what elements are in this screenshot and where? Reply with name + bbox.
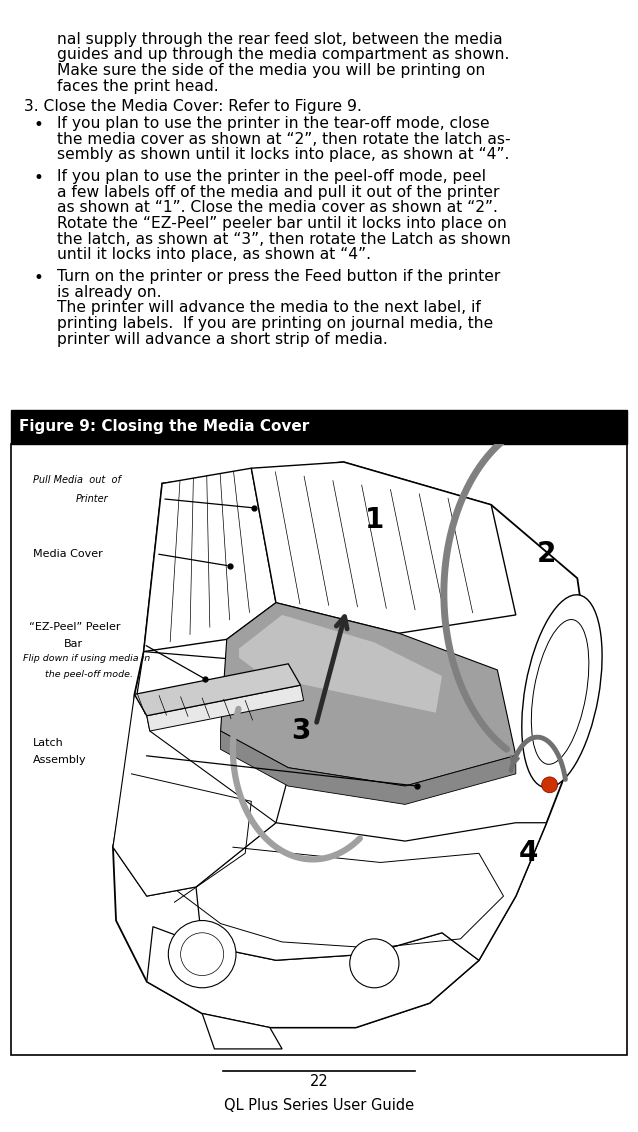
- Text: faces the print head.: faces the print head.: [57, 78, 219, 94]
- Text: Pull Media  out  of: Pull Media out of: [33, 475, 121, 486]
- Text: 22: 22: [309, 1074, 329, 1089]
- Bar: [11, 444, 627, 1055]
- Text: Printer: Printer: [76, 494, 108, 504]
- Text: Latch: Latch: [33, 738, 64, 748]
- Polygon shape: [144, 469, 276, 652]
- Text: the media cover as shown at “2”, then rotate the latch as-: the media cover as shown at “2”, then ro…: [57, 131, 511, 147]
- Text: 4: 4: [519, 839, 538, 867]
- Polygon shape: [251, 462, 516, 633]
- Text: 1: 1: [365, 506, 384, 534]
- Text: Assembly: Assembly: [33, 755, 87, 765]
- Text: If you plan to use the printer in the peel-off mode, peel: If you plan to use the printer in the pe…: [57, 169, 486, 185]
- Text: Bar: Bar: [64, 640, 83, 650]
- Text: Rotate the “EZ-Peel” peeler bar until it locks into place on: Rotate the “EZ-Peel” peeler bar until it…: [57, 216, 507, 231]
- Text: the peel-off mode.: the peel-off mode.: [45, 670, 133, 679]
- Polygon shape: [221, 602, 516, 786]
- Text: nal supply through the rear feed slot, between the media: nal supply through the rear feed slot, b…: [57, 32, 503, 46]
- Bar: [11, 410, 627, 444]
- Text: •: •: [33, 117, 43, 134]
- Text: printing labels.  If you are printing on journal media, the: printing labels. If you are printing on …: [57, 316, 494, 331]
- Text: printer will advance a short strip of media.: printer will advance a short strip of me…: [57, 332, 388, 346]
- Polygon shape: [113, 652, 300, 897]
- Polygon shape: [239, 615, 442, 713]
- Circle shape: [181, 933, 224, 976]
- Text: If you plan to use the printer in the tear-off mode, close: If you plan to use the printer in the te…: [57, 117, 490, 131]
- Circle shape: [542, 777, 558, 792]
- Text: guides and up through the media compartment as shown.: guides and up through the media compartm…: [57, 48, 510, 62]
- Polygon shape: [147, 685, 304, 731]
- Text: the latch, as shown at “3”, then rotate the Latch as shown: the latch, as shown at “3”, then rotate …: [57, 232, 511, 247]
- Circle shape: [350, 938, 399, 988]
- Polygon shape: [202, 1013, 282, 1049]
- Polygon shape: [196, 823, 547, 960]
- Ellipse shape: [522, 594, 602, 788]
- Text: is already on.: is already on.: [57, 285, 162, 300]
- Text: 2: 2: [537, 540, 556, 568]
- Polygon shape: [113, 462, 590, 1028]
- Polygon shape: [135, 663, 300, 715]
- Polygon shape: [147, 927, 479, 1028]
- Text: sembly as shown until it locks into place, as shown at “4”.: sembly as shown until it locks into plac…: [57, 147, 510, 162]
- Polygon shape: [113, 694, 276, 897]
- Text: QL Plus Series User Guide: QL Plus Series User Guide: [224, 1098, 414, 1113]
- Text: 3: 3: [291, 717, 310, 745]
- Text: a few labels off of the media and pull it out of the printer: a few labels off of the media and pull i…: [57, 185, 500, 199]
- Text: until it locks into place, as shown at “4”.: until it locks into place, as shown at “…: [57, 247, 371, 263]
- Text: Figure 9: Closing the Media Cover: Figure 9: Closing the Media Cover: [19, 419, 309, 435]
- Polygon shape: [221, 731, 516, 805]
- Text: •: •: [33, 169, 43, 187]
- Text: Flip down if using media in: Flip down if using media in: [22, 654, 150, 663]
- Text: “EZ-Peel” Peeler: “EZ-Peel” Peeler: [29, 623, 120, 632]
- Text: Make sure the side of the media you will be printing on: Make sure the side of the media you will…: [57, 63, 486, 78]
- Circle shape: [168, 920, 236, 988]
- Text: Turn on the printer or press the Feed button if the printer: Turn on the printer or press the Feed bu…: [57, 269, 501, 284]
- Ellipse shape: [531, 619, 589, 764]
- Text: Media Cover: Media Cover: [33, 549, 103, 559]
- Text: The printer will advance the media to the next label, if: The printer will advance the media to th…: [57, 300, 481, 316]
- Text: •: •: [33, 269, 43, 288]
- Text: 3. Close the Media Cover: Refer to Figure 9.: 3. Close the Media Cover: Refer to Figur…: [24, 98, 362, 114]
- Text: as shown at “1”. Close the media cover as shown at “2”.: as shown at “1”. Close the media cover a…: [57, 200, 498, 215]
